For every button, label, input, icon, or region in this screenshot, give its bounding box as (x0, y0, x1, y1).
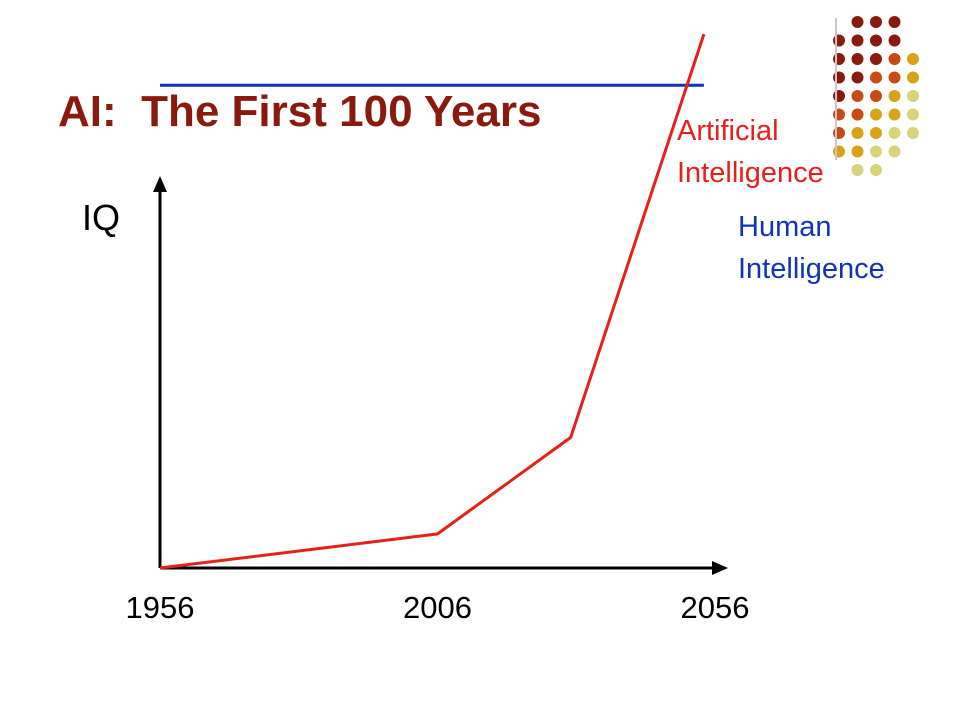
decoration-dot (851, 127, 864, 139)
decoration-dot (907, 127, 919, 139)
slide-title: AI: The First 100 Years (58, 87, 542, 136)
decoration-dot (907, 71, 919, 84)
decoration-dot (851, 53, 864, 65)
x-tick-labels: 1956 2006 2056 (126, 590, 750, 625)
decoration-dot (888, 90, 901, 102)
decoration-dot (870, 90, 882, 102)
chart-axes (153, 176, 728, 575)
decoration-dot (888, 127, 901, 139)
decoration-dot (851, 16, 864, 28)
decoration-dot (833, 127, 845, 139)
decoration-dot (888, 71, 901, 84)
decoration-dot (870, 53, 882, 65)
decoration-dot (833, 145, 845, 158)
series-labels: Human Intelligence Artificial Intelligence (677, 115, 885, 285)
decoration-dot (870, 108, 882, 121)
decoration-dot (888, 16, 901, 28)
series-line (159, 33, 706, 570)
dot-grid-decoration (833, 16, 919, 176)
decoration-dot (833, 34, 845, 47)
decoration-dot (888, 53, 901, 65)
y-axis-label: IQ (82, 197, 120, 238)
decoration-dot (870, 145, 882, 158)
decoration-dot (851, 71, 864, 84)
decoration-dot (870, 164, 882, 176)
x-tick-label: 1956 (126, 590, 195, 625)
decoration-dot (870, 16, 882, 28)
decoration-dot (851, 34, 864, 47)
decoration-dot (851, 108, 864, 121)
decoration-dot (851, 90, 864, 102)
decoration-dot (888, 145, 901, 158)
series-label: Human Intelligence (738, 211, 885, 285)
decoration-dot (851, 145, 864, 158)
series-layer (159, 33, 706, 570)
x-tick-label: 2056 (681, 590, 750, 625)
decoration-dot (870, 71, 882, 84)
decoration-dot (888, 108, 901, 121)
x-axis-arrow (712, 561, 728, 575)
decoration-dot (907, 108, 919, 121)
decoration-dot (907, 90, 919, 102)
decoration-dot (833, 108, 845, 121)
decoration-dot (833, 90, 845, 102)
decoration-dot (851, 164, 864, 176)
series-label: Artificial Intelligence (677, 115, 824, 189)
decoration-dot (907, 53, 919, 65)
decoration-dot (888, 34, 901, 47)
decoration-dot (833, 53, 845, 65)
decoration-dot (870, 34, 882, 47)
decoration-dot (833, 71, 845, 84)
x-tick-label: 2006 (403, 590, 472, 625)
decoration-dot (870, 127, 882, 139)
y-axis-arrow (153, 176, 167, 192)
